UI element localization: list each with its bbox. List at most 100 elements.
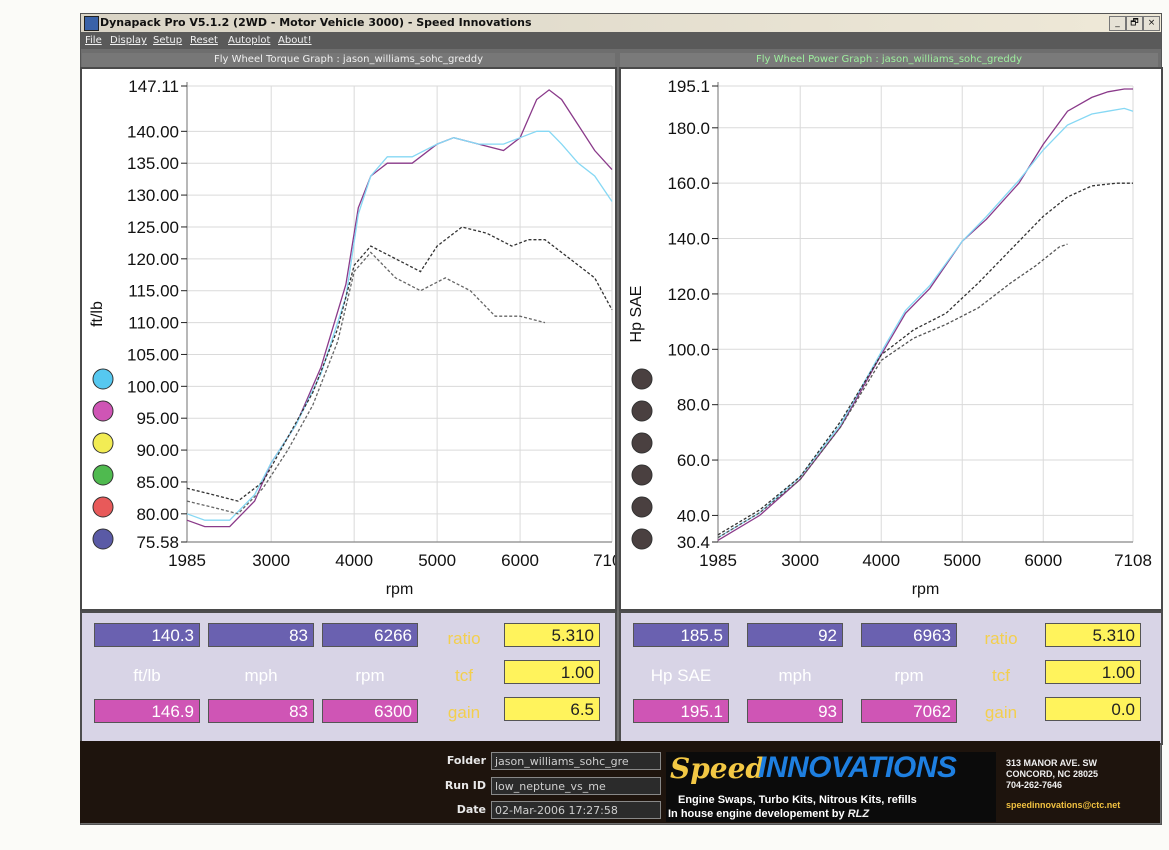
power-mph-peak: 93 — [747, 699, 843, 723]
power-series-1-line — [717, 88, 1133, 541]
folder-field[interactable]: jason_williams_sohc_gre — [491, 752, 661, 770]
torque-run-swatch-5[interactable] — [92, 496, 114, 518]
power-gain-label: gain — [984, 703, 1018, 722]
power-run-swatch-1[interactable] — [631, 368, 653, 390]
torque-run-swatch-6[interactable] — [92, 528, 114, 550]
torque-series-3-line — [186, 226, 613, 502]
power-value-current: 185.5 — [633, 623, 729, 647]
footer-bar: Folder jason_williams_sohc_gre Run ID lo… — [80, 741, 1160, 823]
torque-y-tick-label: 125.00 — [127, 218, 179, 237]
power-graph-title[interactable]: Fly Wheel Power Graph : jason_williams_s… — [620, 53, 1158, 67]
torque-series-1-line — [186, 89, 613, 528]
power-run-swatch-3[interactable] — [631, 432, 653, 454]
power-series-3-line — [717, 182, 1133, 536]
torque-y-tick-label: 80.00 — [136, 505, 179, 524]
torque-mph-label: mph — [244, 666, 278, 685]
menu-bar: File Display Setup Reset Autoplot About! — [81, 32, 1161, 49]
power-run-swatch-4[interactable] — [631, 464, 653, 486]
torque-graph-panel: 147.11 140.00 135.00 130.00 125.00 120.00 115.… — [80, 67, 631, 611]
torque-value-current: 140.3 — [94, 623, 200, 647]
email-link[interactable]: speedinnovations@ctc.net — [1006, 800, 1121, 810]
date-label: Date — [456, 803, 486, 816]
runid-label: Run ID — [444, 779, 486, 792]
torque-y-tick-label: 130.00 — [127, 186, 179, 205]
restore-button[interactable]: 🗗 — [1126, 16, 1143, 31]
power-y-tick-label: 40.0 — [677, 506, 710, 525]
torque-gain-label: gain — [447, 703, 481, 722]
torque-y-tick-label: 95.00 — [136, 409, 179, 428]
window-title: Dynapack Pro V5.1.2 (2WD - Motor Vehicle… — [100, 16, 532, 29]
torque-x-axis-label: rpm — [386, 581, 414, 598]
power-x-tick-label: 5000 — [943, 551, 981, 570]
power-y-tick-label: 30.4 — [677, 533, 710, 552]
company-address: 313 MANOR AVE. SW CONCORD, NC 28025 704-… — [1006, 758, 1156, 811]
power-ratio-field[interactable]: 5.310 — [1045, 623, 1141, 647]
close-button[interactable]: × — [1143, 16, 1160, 31]
torque-run-swatch-3[interactable] — [92, 432, 114, 454]
torque-y-tick-label: 140.00 — [127, 122, 179, 141]
address-line-2: CONCORD, NC 28025 — [1006, 769, 1099, 779]
menu-reset[interactable]: Reset — [190, 35, 218, 46]
torque-y-tick-label: 90.00 — [136, 441, 179, 460]
torque-chart[interactable]: 147.11 140.00 135.00 130.00 125.00 120.00 115.… — [82, 69, 631, 609]
power-run-swatch-2[interactable] — [631, 400, 653, 422]
torque-x-tick-label: 1985 — [168, 551, 206, 570]
power-graph-panel: 195.1 180.0 160.0 140.0 120.0 100.0 80.0 60.0 40… — [619, 67, 1163, 611]
torque-y-tick-label: 135.00 — [127, 154, 179, 173]
power-ratio-label: ratio — [984, 629, 1018, 648]
torque-gain-field[interactable]: 6.5 — [504, 697, 600, 721]
torque-x-tick-label: 7108 — [593, 551, 615, 570]
address-line-1: 313 MANOR AVE. SW — [1006, 758, 1098, 768]
brand-innovations: INNOVATIONS — [758, 751, 957, 784]
torque-tcf-field[interactable]: 1.00 — [504, 660, 600, 684]
torque-y-tick-label: 100.00 — [127, 377, 179, 396]
torque-value-peak: 146.9 — [94, 699, 200, 723]
date-field[interactable]: 02-Mar-2006 17:27:58 — [491, 801, 661, 819]
torque-y-tick-label: 85.00 — [136, 473, 179, 492]
power-chart[interactable]: 195.1 180.0 160.0 140.0 120.0 100.0 80.0 60.0 40… — [621, 69, 1161, 609]
torque-run-swatch-1[interactable] — [92, 368, 114, 390]
torque-ratio-label: ratio — [447, 629, 481, 648]
power-y-tick-label: 120.0 — [667, 285, 710, 304]
torque-ratio-field[interactable]: 5.310 — [504, 623, 600, 647]
power-x-tick-label: 6000 — [1024, 551, 1062, 570]
torque-unit-label: ft/lb — [133, 666, 161, 685]
menu-setup[interactable]: Setup — [153, 35, 183, 46]
power-x-tick-label: 7108 — [1114, 551, 1152, 570]
speed-innovations-banner: Speed INNOVATIONS Engine Swaps, Turbo Ki… — [666, 751, 996, 822]
power-series-2-line — [717, 107, 1134, 539]
power-y-tick-label: 195.1 — [667, 77, 710, 96]
torque-y-tick-label: 75.58 — [136, 533, 179, 552]
power-y-tick-label: 140.0 — [667, 230, 710, 249]
app-icon — [84, 16, 99, 31]
power-tcf-field[interactable]: 1.00 — [1045, 660, 1141, 684]
brand-speed: Speed — [670, 752, 766, 785]
torque-run-swatch-4[interactable] — [92, 464, 114, 486]
power-rpm-label: rpm — [894, 666, 924, 685]
brand-tagline-1: Engine Swaps, Turbo Kits, Nitrous Kits, … — [678, 794, 917, 806]
title-bar: Dynapack Pro V5.1.2 (2WD - Motor Vehicle… — [81, 14, 1161, 32]
menu-autoplot[interactable]: Autoplot — [228, 35, 271, 46]
power-x-tick-label: 3000 — [781, 551, 819, 570]
power-gain-field[interactable]: 0.0 — [1045, 697, 1141, 721]
power-x-axis-label: rpm — [912, 581, 940, 598]
power-run-swatch-5[interactable] — [631, 496, 653, 518]
power-x-tick-label: 1985 — [699, 551, 737, 570]
menu-display[interactable]: Display — [110, 35, 147, 46]
torque-rpm-peak: 6300 — [322, 699, 418, 723]
minimize-button[interactable]: _ — [1109, 16, 1126, 31]
power-y-tick-label: 160.0 — [667, 174, 710, 193]
power-value-peak: 195.1 — [633, 699, 729, 723]
torque-y-tick-label: 120.00 — [127, 250, 179, 269]
menu-file[interactable]: File — [85, 35, 102, 46]
torque-series-4-line — [186, 251, 546, 515]
power-rpm-peak: 7062 — [861, 699, 957, 723]
power-run-swatch-6[interactable] — [631, 528, 653, 550]
power-series-4-line — [717, 243, 1068, 539]
torque-graph-title[interactable]: Fly Wheel Torque Graph : jason_williams_… — [82, 53, 615, 67]
power-readout-panel: 185.5 92 6963 Hp SAE mph rpm 195.1 93 70… — [619, 611, 1163, 745]
menu-about[interactable]: About! — [278, 35, 312, 46]
runid-field[interactable]: low_neptune_vs_me — [491, 777, 661, 795]
torque-run-swatch-2[interactable] — [92, 400, 114, 422]
power-rpm-current: 6963 — [861, 623, 957, 647]
